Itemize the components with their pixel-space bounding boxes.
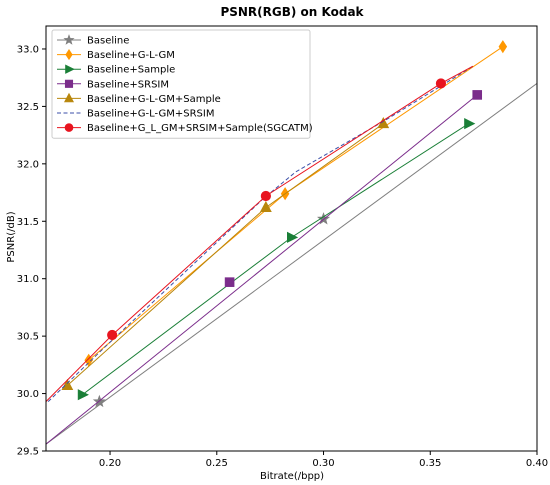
y-tick-label: 32.5 xyxy=(17,102,39,113)
legend-marker xyxy=(65,64,75,74)
data-point xyxy=(464,118,476,130)
legend-label: Baseline+G-L-GM xyxy=(87,50,175,61)
data-point xyxy=(224,277,235,287)
y-tick-label: 29.5 xyxy=(17,447,39,458)
plot-area xyxy=(46,40,537,445)
y-tick-label: 33.0 xyxy=(17,44,39,55)
series-line xyxy=(47,65,474,402)
legend-label: Baseline+G-L-GM+Sample xyxy=(87,94,221,105)
data-point xyxy=(472,90,483,100)
series-line xyxy=(46,94,478,445)
legend: Baseline Baseline+G-L-GM Baseline+Sample Ba… xyxy=(51,29,313,139)
legend-marker xyxy=(64,123,74,132)
legend-box xyxy=(51,29,311,139)
y-tick-label: 31.0 xyxy=(17,274,39,285)
series-6 xyxy=(46,65,474,402)
x-tick-label: 0.30 xyxy=(312,458,334,469)
y-tick-label: 30.0 xyxy=(17,389,39,400)
legend-label: Baseline+Sample xyxy=(87,65,175,76)
y-tick-label: 30.5 xyxy=(17,332,39,343)
series-2 xyxy=(77,118,476,401)
y-tick-label: 31.5 xyxy=(17,217,39,228)
y-axis-label: PSNR(/dB) xyxy=(6,211,17,262)
x-tick-label: 0.35 xyxy=(419,458,441,469)
series-3 xyxy=(46,90,483,445)
data-point xyxy=(286,231,299,243)
axis-ticks: 0.20 0.25 0.30 0.35 0.40 29.5 30.0 30.5 31.0 31.5… xyxy=(17,44,548,469)
legend-label: Baseline+SRSIM xyxy=(87,79,169,90)
y-tick-label: 32.0 xyxy=(17,159,39,170)
series-line xyxy=(46,83,537,445)
data-point xyxy=(259,200,272,212)
data-point xyxy=(77,389,89,401)
x-tick-label: 0.20 xyxy=(99,458,121,469)
legend-label: Baseline xyxy=(87,36,129,47)
x-tick-label: 0.40 xyxy=(526,458,548,469)
data-point xyxy=(498,40,508,54)
legend-marker xyxy=(63,34,75,45)
legend-marker xyxy=(65,49,73,61)
legend-label: Baseline+G_L_GM+SRSIM+Sample(SGCATM) xyxy=(87,123,313,134)
data-point xyxy=(61,378,74,391)
series-5 xyxy=(47,65,474,402)
x-axis-label: Bitrate(/bpp) xyxy=(260,471,324,482)
legend-marker xyxy=(64,92,74,103)
data-point xyxy=(317,212,331,225)
legend-label: Baseline+G-L-GM+SRSIM xyxy=(87,109,214,120)
plot-frame xyxy=(45,25,538,452)
data-point xyxy=(435,78,447,89)
legend-marker xyxy=(64,79,74,88)
data-point xyxy=(107,329,118,341)
chart-title: PSNR(RGB) on Kodak xyxy=(220,5,364,19)
x-tick-label: 0.25 xyxy=(206,458,228,469)
data-point xyxy=(260,190,271,202)
